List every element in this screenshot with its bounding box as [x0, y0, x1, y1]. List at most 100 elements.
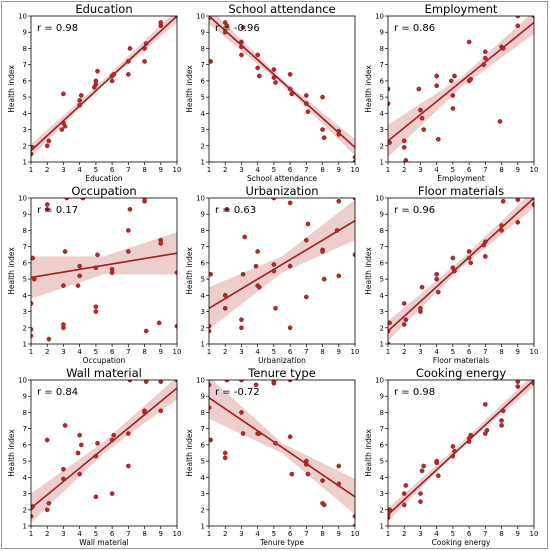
subplot-title: Cooking energy [416, 366, 506, 380]
data-point [484, 427, 490, 433]
data-point [388, 320, 392, 326]
data-point [450, 106, 456, 111]
x-tick-label: 4 [77, 530, 82, 538]
data-point [77, 273, 83, 279]
data-point [61, 322, 66, 327]
x-tick-label: 8 [499, 166, 503, 174]
y-tick-label: 3 [23, 126, 27, 134]
data-point [388, 101, 391, 106]
data-point [255, 52, 261, 58]
data-point [287, 380, 293, 383]
data-point [240, 25, 246, 30]
y-tick-label: 10 [375, 13, 384, 21]
y-tick-label: 7 [380, 425, 384, 433]
data-point [127, 380, 133, 383]
data-point [273, 305, 278, 311]
data-point [499, 228, 504, 233]
data-point [240, 271, 246, 277]
subplot-title: Employment [425, 2, 498, 16]
y-axis-label: Health index [185, 247, 194, 295]
data-point [336, 273, 342, 279]
data-point [434, 83, 440, 89]
x-tick-label: 1 [386, 530, 390, 538]
x-tick-label: 4 [255, 530, 260, 538]
data-point [127, 207, 133, 212]
y-tick-label: 4 [201, 110, 206, 118]
y-tick-label: 9 [380, 393, 384, 401]
correlation-annotation: r = -0.72 [215, 387, 260, 398]
data-point [336, 481, 342, 487]
data-point [125, 72, 131, 77]
data-point [109, 267, 115, 272]
data-point [59, 127, 65, 132]
y-tick-label: 2 [23, 506, 27, 514]
regression-line [209, 220, 355, 309]
data-point [500, 46, 506, 51]
data-point [336, 128, 342, 134]
data-point [77, 263, 83, 269]
y-tick-label: 1 [23, 159, 27, 167]
data-point [256, 73, 262, 79]
y-tick-label: 5 [201, 458, 205, 466]
data-point [271, 75, 277, 80]
y-tick-label: 10 [375, 195, 384, 203]
axes-frame [387, 197, 535, 345]
axes-frame [387, 379, 535, 527]
data-point [419, 115, 425, 121]
correlation-annotation: r = 0.98 [394, 387, 435, 398]
data-point [500, 408, 506, 414]
y-tick-label: 10 [18, 377, 27, 385]
y-axis-label: Health index [7, 247, 16, 295]
data-point [77, 432, 83, 438]
x-tick-label: 2 [223, 348, 227, 356]
x-tick-label: 3 [239, 530, 243, 538]
y-tick-label: 6 [201, 77, 206, 85]
x-tick-label: 4 [434, 530, 439, 538]
x-tick-label: 4 [77, 166, 82, 174]
x-tick-label: 9 [516, 166, 520, 174]
x-tick-label: 1 [207, 348, 211, 356]
y-tick-label: 2 [23, 142, 27, 150]
data-point [125, 228, 131, 233]
data-point [209, 405, 212, 410]
data-point [31, 333, 34, 339]
subplot-title: Education [75, 2, 132, 16]
regression-line [209, 397, 355, 498]
correlation-annotation: r = 0.17 [37, 205, 78, 216]
y-tick-label: 5 [23, 276, 27, 284]
y-tick-label: 10 [18, 195, 27, 203]
data-point [239, 52, 244, 58]
y-tick-label: 4 [380, 474, 385, 482]
data-point [401, 145, 407, 150]
data-point [450, 444, 456, 449]
data-point [452, 449, 457, 454]
x-axis-label: Wall material [79, 538, 128, 547]
data-point [482, 401, 488, 407]
data-point [320, 478, 325, 483]
data-point [224, 380, 230, 383]
data-point [44, 143, 50, 149]
axes-frame [208, 15, 356, 163]
x-tick-label: 4 [434, 166, 439, 174]
data-point [403, 483, 409, 488]
x-tick-label: 1 [207, 166, 211, 174]
x-tick-label: 8 [142, 166, 146, 174]
data-point [62, 423, 68, 428]
data-point [253, 382, 259, 388]
y-tick-label: 9 [201, 211, 205, 219]
y-tick-label: 9 [23, 29, 27, 37]
y-tick-label: 9 [23, 393, 27, 401]
data-point [468, 432, 474, 438]
x-tick-label: 3 [418, 166, 422, 174]
x-tick-label: 9 [159, 348, 163, 356]
data-point [242, 234, 248, 240]
y-tick-label: 3 [201, 126, 205, 134]
y-tick-label: 5 [380, 458, 384, 466]
data-point [209, 437, 213, 443]
x-tick-label: 7 [483, 166, 487, 174]
data-point [388, 328, 391, 334]
y-axis-label: Health index [185, 429, 194, 477]
y-tick-label: 5 [380, 276, 384, 284]
data-point [388, 512, 391, 517]
x-axis-label: Occupation [83, 356, 126, 365]
